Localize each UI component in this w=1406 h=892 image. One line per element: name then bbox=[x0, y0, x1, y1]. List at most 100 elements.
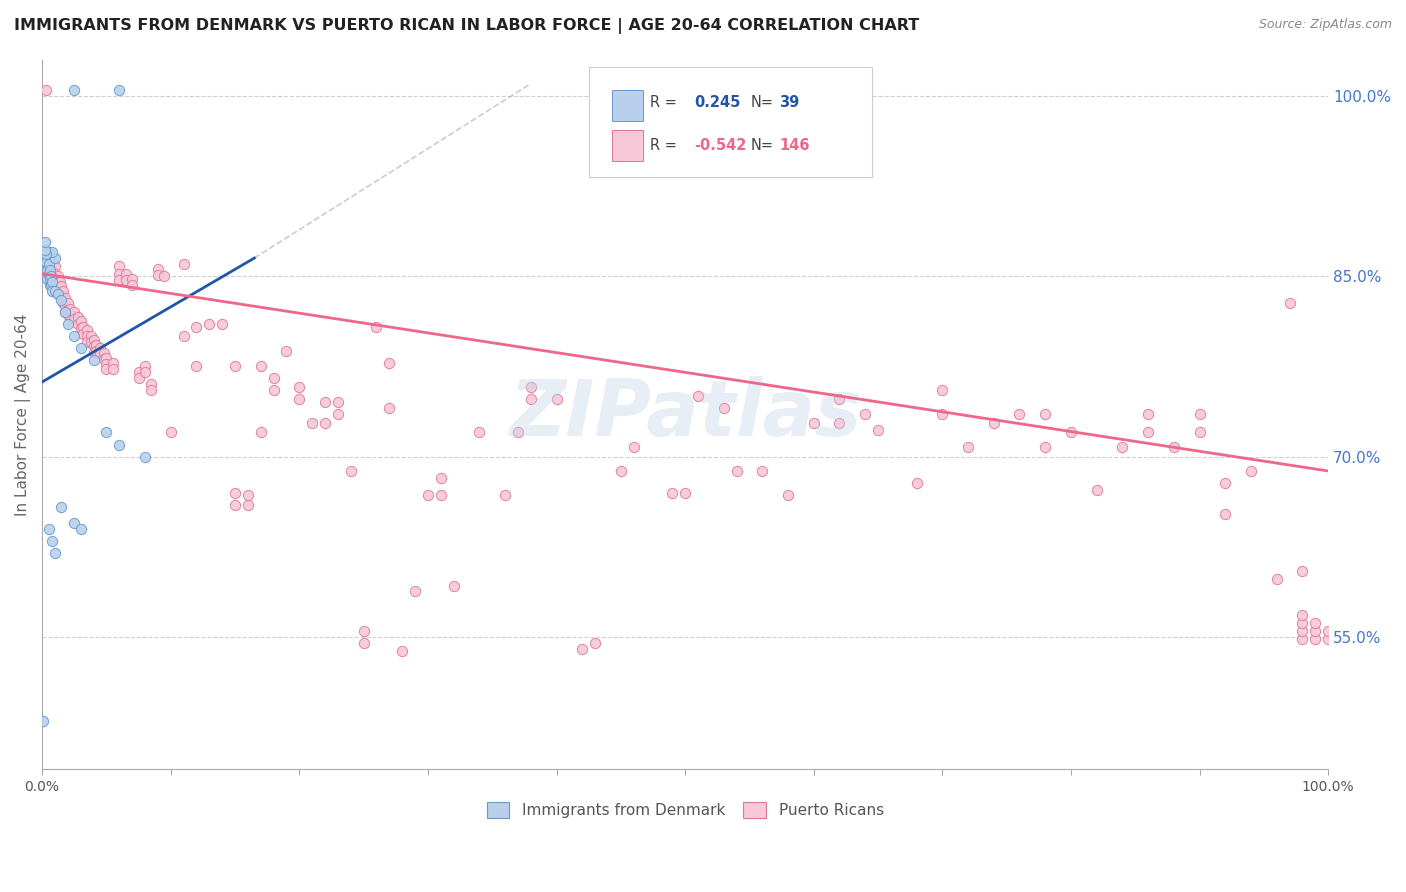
Point bbox=[249, 359, 271, 374]
Point bbox=[59, 301, 82, 316]
Point bbox=[314, 416, 336, 430]
Point bbox=[121, 277, 143, 292]
Point bbox=[1291, 564, 1313, 578]
Point bbox=[224, 485, 246, 500]
Point bbox=[211, 317, 233, 331]
Point bbox=[353, 624, 375, 638]
Point bbox=[108, 273, 131, 287]
Point bbox=[1303, 615, 1326, 630]
Point bbox=[1303, 632, 1326, 647]
Point bbox=[101, 361, 124, 376]
Text: ZIPatlas: ZIPatlas bbox=[509, 376, 862, 452]
Point bbox=[276, 343, 298, 358]
Point bbox=[41, 263, 63, 277]
Point bbox=[378, 401, 401, 416]
Point bbox=[326, 395, 349, 409]
Point bbox=[51, 285, 73, 300]
Point bbox=[44, 267, 66, 281]
Point bbox=[56, 308, 79, 322]
Point bbox=[108, 267, 131, 281]
Point bbox=[571, 642, 593, 657]
Point bbox=[134, 365, 156, 379]
Point bbox=[44, 260, 66, 274]
Point bbox=[983, 416, 1005, 430]
Point bbox=[63, 516, 86, 530]
Point bbox=[34, 243, 56, 257]
Point bbox=[89, 347, 111, 361]
Point bbox=[520, 380, 543, 394]
Point bbox=[32, 816, 55, 830]
Point bbox=[1137, 408, 1160, 422]
Point bbox=[314, 395, 336, 409]
Point bbox=[56, 295, 79, 310]
Point bbox=[39, 269, 62, 284]
Point bbox=[38, 267, 60, 281]
Point bbox=[186, 319, 208, 334]
Point bbox=[1213, 475, 1236, 490]
Point bbox=[186, 359, 208, 374]
Point bbox=[108, 437, 131, 451]
Text: 39: 39 bbox=[779, 95, 799, 111]
Text: IMMIGRANTS FROM DENMARK VS PUERTO RICAN IN LABOR FORCE | AGE 20-64 CORRELATION C: IMMIGRANTS FROM DENMARK VS PUERTO RICAN … bbox=[14, 18, 920, 34]
Point bbox=[378, 356, 401, 370]
Point bbox=[1033, 408, 1056, 422]
Point bbox=[751, 464, 773, 478]
Point bbox=[53, 291, 76, 305]
Point bbox=[46, 287, 69, 301]
Point bbox=[353, 636, 375, 650]
Point bbox=[1265, 572, 1288, 586]
Point bbox=[931, 408, 953, 422]
Point bbox=[76, 335, 98, 350]
Point bbox=[121, 271, 143, 285]
Point bbox=[1291, 632, 1313, 647]
Point bbox=[416, 488, 439, 502]
Point bbox=[224, 498, 246, 512]
Point bbox=[429, 488, 451, 502]
Point bbox=[52, 295, 75, 310]
Point bbox=[520, 392, 543, 406]
Point bbox=[38, 263, 60, 277]
Point bbox=[263, 371, 285, 385]
Point bbox=[623, 440, 645, 454]
Point bbox=[51, 500, 73, 514]
Point bbox=[128, 371, 150, 385]
Point bbox=[59, 309, 82, 323]
Point bbox=[546, 392, 568, 406]
Point bbox=[1085, 483, 1108, 498]
Point bbox=[38, 257, 60, 271]
Point bbox=[146, 268, 169, 282]
Point bbox=[69, 341, 91, 355]
Point bbox=[32, 714, 55, 729]
Point bbox=[1137, 425, 1160, 440]
Point bbox=[866, 423, 889, 437]
Point bbox=[69, 313, 91, 327]
Point bbox=[1317, 624, 1340, 638]
Point bbox=[159, 425, 181, 440]
Point bbox=[114, 273, 136, 287]
Point bbox=[610, 464, 633, 478]
Point bbox=[35, 83, 58, 97]
Point bbox=[468, 425, 491, 440]
Point bbox=[366, 319, 388, 334]
Point bbox=[583, 636, 606, 650]
Point bbox=[173, 257, 195, 271]
Point bbox=[101, 356, 124, 370]
Point bbox=[96, 425, 118, 440]
Point bbox=[108, 260, 131, 274]
Point bbox=[63, 329, 86, 343]
Point bbox=[96, 351, 118, 365]
Point bbox=[35, 254, 58, 268]
Text: R =: R = bbox=[651, 95, 682, 111]
Point bbox=[53, 305, 76, 319]
Point bbox=[41, 245, 63, 260]
Point bbox=[803, 416, 825, 430]
Point bbox=[828, 392, 851, 406]
Point bbox=[713, 401, 735, 416]
Point bbox=[236, 498, 259, 512]
Point bbox=[37, 271, 59, 285]
Point bbox=[236, 488, 259, 502]
Point bbox=[1213, 508, 1236, 522]
Point bbox=[1291, 608, 1313, 623]
Text: Source: ZipAtlas.com: Source: ZipAtlas.com bbox=[1258, 18, 1392, 31]
Point bbox=[76, 329, 98, 343]
